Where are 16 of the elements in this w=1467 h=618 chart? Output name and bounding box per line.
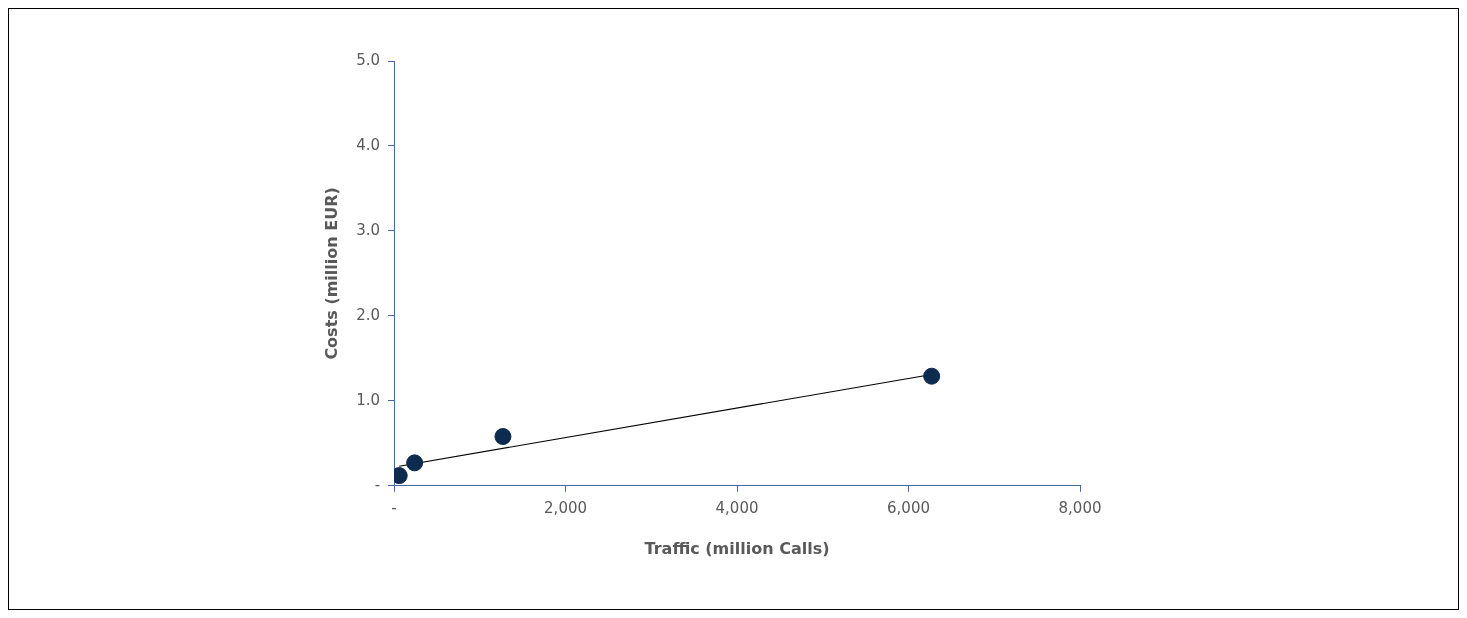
x-axis-title: Traffic (million Calls): [644, 538, 830, 558]
y-tick-label: 1.0: [356, 390, 381, 409]
point: [494, 428, 512, 446]
y-tick-label: 5.0: [356, 50, 381, 69]
x-tick-label: 6,000: [887, 498, 930, 517]
point: [923, 367, 941, 385]
y-axis-title: Costs (million EUR): [321, 187, 341, 360]
y-tick-label: -: [374, 475, 381, 494]
point: [406, 454, 424, 472]
y-tick-label: 3.0: [356, 220, 381, 239]
y-tick-label: 2.0: [356, 305, 381, 324]
x-tick-label: 4,000: [715, 498, 759, 517]
x-tick-label: 8,000: [1058, 498, 1102, 517]
y-tick-label: 4.0: [356, 135, 381, 154]
x-tick-label: -: [391, 498, 397, 517]
x-tick-label: 2,000: [544, 498, 588, 517]
